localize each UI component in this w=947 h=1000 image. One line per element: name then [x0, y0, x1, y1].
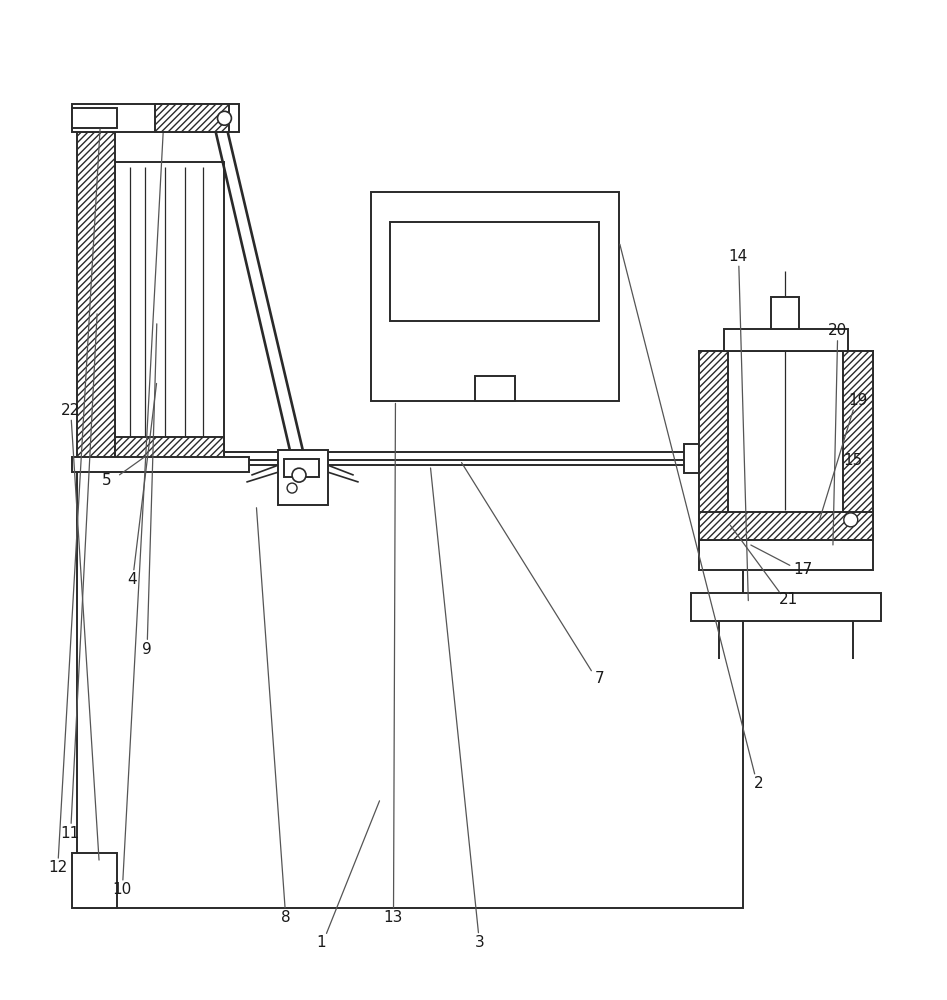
Bar — [116, 162, 224, 455]
Bar — [72, 108, 117, 128]
Bar — [72, 104, 240, 132]
Text: 17: 17 — [794, 562, 813, 577]
Bar — [155, 104, 229, 132]
Text: 7: 7 — [595, 671, 604, 686]
Text: 2: 2 — [754, 776, 763, 791]
Text: 9: 9 — [142, 642, 152, 657]
Bar — [284, 459, 319, 477]
Bar — [771, 297, 799, 329]
Text: 11: 11 — [61, 826, 80, 841]
Circle shape — [292, 468, 306, 482]
Bar — [78, 460, 743, 908]
Circle shape — [218, 111, 231, 125]
Bar — [278, 450, 328, 505]
Text: 22: 22 — [61, 403, 80, 418]
Text: 1: 1 — [316, 935, 326, 950]
Text: 12: 12 — [48, 860, 67, 875]
Bar — [72, 853, 117, 908]
Text: 8: 8 — [281, 910, 291, 925]
Bar — [116, 437, 224, 462]
Bar — [78, 132, 116, 460]
Circle shape — [844, 513, 858, 527]
Bar — [475, 376, 515, 401]
Text: 19: 19 — [849, 393, 867, 408]
Text: 5: 5 — [102, 473, 112, 488]
Bar — [699, 351, 728, 540]
Bar — [370, 192, 619, 401]
Text: 3: 3 — [475, 935, 485, 950]
Text: 13: 13 — [384, 910, 403, 925]
Bar — [699, 351, 872, 570]
Text: 4: 4 — [127, 572, 136, 587]
Bar — [72, 457, 249, 472]
Bar — [390, 222, 599, 321]
Bar — [724, 329, 848, 351]
Bar — [699, 512, 872, 540]
Text: 20: 20 — [829, 323, 848, 338]
Bar — [843, 351, 872, 540]
Text: 15: 15 — [843, 453, 863, 468]
Bar — [690, 593, 881, 621]
Bar — [684, 444, 702, 473]
Text: 14: 14 — [729, 249, 748, 264]
Text: 10: 10 — [113, 882, 132, 897]
Circle shape — [287, 483, 297, 493]
Text: 21: 21 — [778, 592, 797, 607]
